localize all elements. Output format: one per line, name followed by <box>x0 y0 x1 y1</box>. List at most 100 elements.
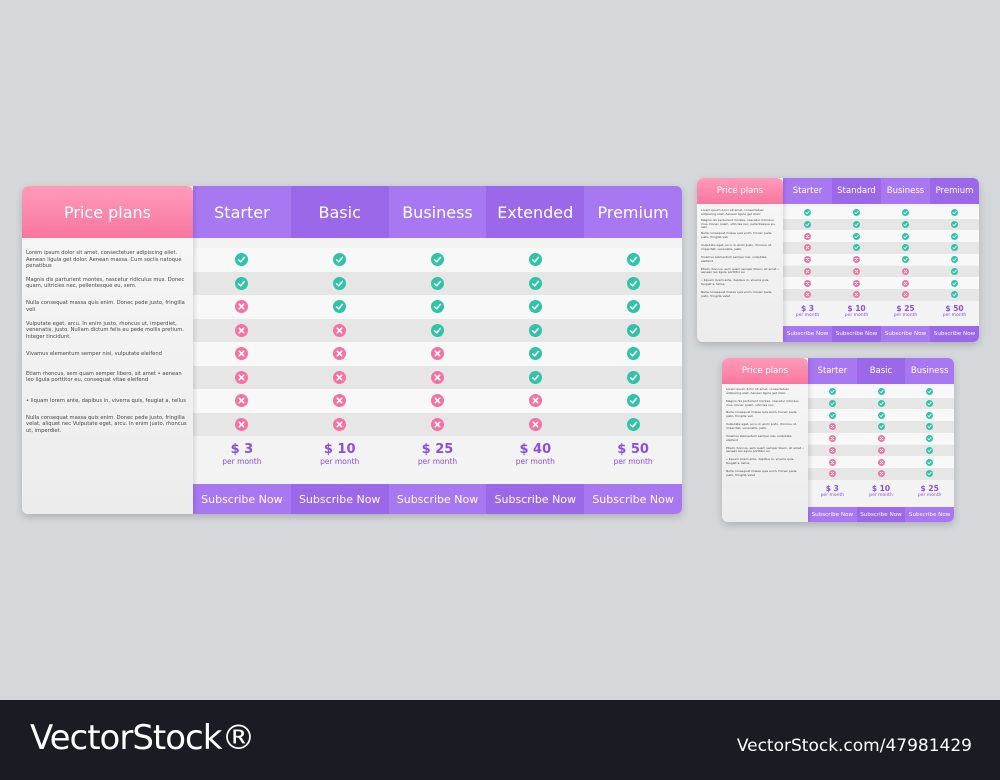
plan-header: Basic <box>290 186 389 238</box>
check-icon <box>877 400 885 408</box>
check-icon <box>877 423 885 431</box>
subscribe-button[interactable]: Subscribe Now <box>486 484 585 514</box>
check-icon <box>951 232 958 240</box>
check-icon <box>853 232 860 240</box>
subscribe-button[interactable]: Subscribe Now <box>930 326 979 342</box>
check-icon <box>626 394 640 408</box>
plan-period: per month <box>869 492 893 498</box>
check-icon <box>626 370 640 384</box>
feature-text: Magnis dis parturient montes, nascetur r… <box>701 218 776 230</box>
plan-price: $ 25 <box>896 304 915 313</box>
check-icon <box>951 256 958 264</box>
plan-period: per month <box>893 312 918 318</box>
cross-icon <box>804 244 811 252</box>
cross-icon <box>828 458 836 466</box>
check-icon <box>528 300 542 314</box>
plan-period: per month <box>844 312 869 318</box>
pricing-table: Price plans Lorem ipsum dolor sit amet, c… <box>22 186 682 514</box>
cross-icon <box>431 347 444 361</box>
subscribe-button[interactable]: Subscribe Now <box>584 484 682 514</box>
cross-icon <box>804 267 811 275</box>
row-band <box>783 207 979 219</box>
plan-header: Starter <box>193 186 291 238</box>
pricing-table: Price plans Lorem ipsum dolor sit amet, c… <box>722 358 954 522</box>
check-icon <box>333 253 347 267</box>
row-band <box>783 288 979 301</box>
subscribe-button[interactable]: Subscribe Now <box>832 326 881 342</box>
feature-text: Nulla consequat massa quis enim. Donec p… <box>701 231 772 240</box>
plan-period: per month <box>222 456 262 466</box>
cross-icon <box>853 291 860 299</box>
cross-icon <box>235 394 249 408</box>
cross-icon <box>804 291 811 299</box>
check-icon <box>804 221 811 229</box>
check-icon <box>926 458 934 466</box>
feature-text: Vivamus elementum semper nisi, vulputate… <box>701 254 767 263</box>
cross-icon <box>333 347 347 361</box>
cross-icon <box>828 435 836 443</box>
subscribe-button[interactable]: Subscribe Now <box>881 326 930 342</box>
check-icon <box>926 400 934 408</box>
check-icon <box>626 347 640 361</box>
subscribe-button[interactable]: Subscribe Now <box>388 484 487 514</box>
check-icon <box>951 209 958 217</box>
check-icon <box>926 470 934 478</box>
title-header: Price plans <box>697 178 783 204</box>
subscribe-button[interactable]: Subscribe Now <box>856 507 906 522</box>
check-icon <box>951 244 958 252</box>
check-icon <box>626 276 640 290</box>
plan-period: per month <box>417 456 458 466</box>
subscribe-button[interactable]: Subscribe Now <box>783 326 832 342</box>
label-column <box>697 178 783 342</box>
pricing-table: Price plans Lorem ipsum dolor sit amet, c… <box>697 178 979 342</box>
feature-text: Vulputate eget, arcu. In enim justo, rho… <box>726 422 797 430</box>
check-icon <box>626 323 640 337</box>
cross-icon <box>235 370 249 384</box>
cross-icon <box>902 291 909 299</box>
plan-header: Premium <box>930 178 979 204</box>
feature-text: Magnis dis parturient montes, nascetur r… <box>726 398 799 407</box>
cross-icon <box>431 417 444 431</box>
plan-price: $ 25 <box>920 484 939 493</box>
cross-icon <box>804 232 811 240</box>
cross-icon <box>877 446 885 454</box>
plan-header: Business <box>388 186 487 238</box>
check-icon <box>333 276 347 290</box>
cross-icon <box>235 300 249 314</box>
plan-header: Standard <box>832 178 881 204</box>
cross-icon <box>828 423 836 431</box>
check-icon <box>804 209 811 217</box>
check-icon <box>926 446 934 454</box>
feature-text: Nulla consequat massa quis enim. Donec p… <box>726 410 797 419</box>
plan-price: $ 10 <box>871 484 891 493</box>
plan-period: per month <box>515 456 555 466</box>
row-band <box>783 218 979 231</box>
cross-icon <box>804 279 811 287</box>
cross-icon <box>333 323 347 337</box>
subscribe-button[interactable]: Subscribe Now <box>808 507 857 522</box>
cross-icon <box>431 394 444 408</box>
cross-icon <box>804 256 811 264</box>
subscribe-button[interactable]: Subscribe Now <box>905 507 954 522</box>
cross-icon <box>828 446 836 454</box>
feature-text: Lorem ipsum dolor sit amet, consectetuer… <box>26 250 182 269</box>
check-icon <box>828 388 836 396</box>
cross-icon <box>235 417 249 431</box>
check-icon <box>333 300 347 314</box>
label-column <box>722 358 808 522</box>
feature-text: Magnis dis parturient montes, nascetur r… <box>26 276 185 290</box>
feature-text: • liquam lorem ante, dapibus in, viverra… <box>726 457 795 466</box>
feature-text: Etiam rhoncus, sem quam semper libero, s… <box>701 266 779 275</box>
cross-icon <box>853 279 860 287</box>
feature-text: Etiam rhoncus, sem quam semper libero, s… <box>26 370 182 384</box>
check-icon <box>902 232 909 240</box>
check-icon <box>235 253 249 267</box>
subscribe-button[interactable]: Subscribe Now <box>193 484 291 514</box>
plan-period: per month <box>320 456 360 466</box>
cross-icon <box>828 470 836 478</box>
row-band <box>783 277 979 289</box>
check-icon <box>528 276 542 290</box>
subscribe-button[interactable]: Subscribe Now <box>290 484 389 514</box>
cross-icon <box>902 267 909 275</box>
